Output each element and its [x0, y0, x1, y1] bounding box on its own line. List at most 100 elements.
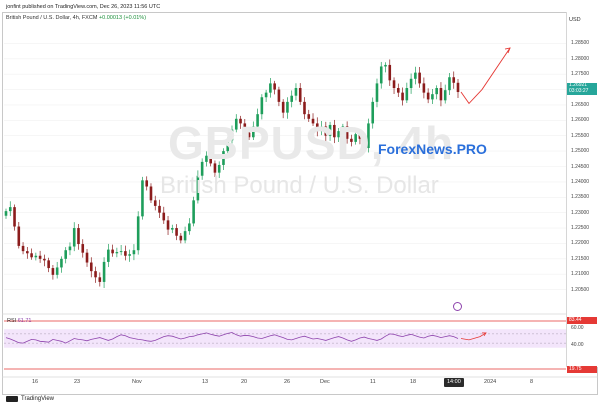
rsi-name: RSI: [7, 318, 17, 324]
candle-body: [26, 251, 29, 254]
time-tick-label: 16: [32, 379, 39, 385]
watermark-ticker: GBPUSD, 4h: [168, 117, 455, 169]
candle-body: [30, 253, 33, 258]
candle-body: [55, 267, 59, 275]
candle-body: [81, 244, 85, 253]
candle-body: [298, 88, 302, 102]
candle-body: [102, 261, 106, 282]
rsi-low-tag: 19.75: [567, 366, 597, 373]
time-tick-label: 13: [202, 379, 209, 385]
price-tick-label: 1.22500: [571, 225, 590, 232]
candle-body: [307, 114, 311, 119]
candle-body: [183, 231, 187, 241]
price-tick-label: 1.24500: [571, 163, 590, 170]
candle-body: [239, 118, 242, 124]
candle-body: [358, 134, 362, 139]
price-tick-label: 1.21000: [571, 271, 590, 278]
time-tick-label: 2024: [484, 379, 497, 385]
candle-body: [209, 155, 212, 164]
change-label: +0.00013 (+0.01%): [98, 15, 147, 21]
candle-body: [448, 77, 451, 91]
candle-body: [443, 90, 447, 101]
candle-body: [141, 180, 144, 217]
rsi-level-60: 60.00: [571, 325, 584, 331]
price-tick-label: 1.25500: [571, 132, 590, 139]
candle-body: [256, 114, 259, 127]
candle-body: [345, 126, 349, 139]
candle-body: [281, 101, 285, 113]
tradingview-logo-icon: [6, 396, 18, 402]
candle-body: [145, 180, 149, 187]
candle-body: [354, 134, 357, 142]
candle-body: [171, 228, 174, 230]
candle-body: [367, 123, 370, 149]
brand-logo-text: ForexNews.PRO: [378, 141, 487, 157]
candle-body: [115, 252, 119, 254]
candle-body: [384, 64, 387, 67]
candle-body: [439, 88, 443, 101]
candle-body: [320, 126, 323, 132]
candle-body: [89, 262, 93, 272]
candle-body: [43, 258, 46, 261]
candle-body: [294, 88, 298, 96]
candle-body: [350, 138, 353, 142]
candle-body: [260, 97, 264, 115]
time-tick-label: 18: [410, 379, 417, 385]
price-tick-label: 1.25000: [571, 148, 590, 155]
candle-body: [435, 88, 438, 95]
candle-body: [200, 161, 204, 176]
candle-body: [456, 82, 460, 93]
time-tick-label: Dec: [320, 379, 330, 385]
price-tick-label: 1.23000: [571, 209, 590, 216]
candle-body: [315, 123, 319, 132]
candle-body: [341, 126, 345, 132]
candle-body: [8, 207, 12, 212]
candle-body: [277, 89, 281, 102]
candle-body: [128, 254, 131, 256]
price-tick-label: 1.28000: [571, 55, 590, 62]
candle-body: [269, 83, 272, 93]
time-tick-label: Nov: [132, 379, 142, 385]
candle-body: [192, 200, 195, 224]
rsi-value: 61.71: [17, 318, 32, 324]
candle-body: [431, 94, 434, 100]
candle-body: [290, 95, 293, 102]
watermark-name: British Pound / U.S. Dollar: [160, 172, 439, 199]
candle-body: [166, 220, 170, 230]
candle-body: [401, 92, 404, 101]
candle-body: [379, 66, 383, 84]
candle-body: [188, 223, 191, 232]
candle-body: [72, 228, 76, 247]
rsi-high-tag: 83.44: [567, 317, 597, 324]
candle-body: [77, 228, 80, 245]
candle-body: [452, 77, 456, 83]
candle-body: [175, 228, 178, 236]
candle-body: [38, 255, 42, 259]
candle-body: [132, 250, 136, 255]
time-tick-label: 8: [530, 379, 534, 385]
candle-body: [243, 123, 247, 133]
price-tick-label: 1.24000: [571, 178, 590, 185]
price-tick-label: 1.26500: [571, 101, 590, 108]
candle-body: [418, 72, 421, 84]
price-tick-label: 1.26000: [571, 117, 590, 124]
price-axis[interactable]: [566, 12, 598, 367]
candle-body: [205, 155, 208, 162]
candle-body: [234, 118, 238, 130]
rsi-line: [5, 332, 459, 344]
candle-body: [392, 80, 396, 89]
rsi-level-40: 40.00: [571, 342, 584, 348]
clock-icon[interactable]: [453, 302, 462, 311]
candle-body: [409, 78, 413, 89]
price-tick-label: 1.22000: [571, 240, 590, 247]
candle-body: [153, 200, 157, 206]
candle-body: [388, 64, 392, 81]
candle-body: [47, 260, 50, 269]
time-tick-label: 11: [370, 379, 376, 385]
candle-body: [111, 249, 114, 254]
candle-body: [303, 101, 306, 115]
time-tick-label: 26: [284, 379, 291, 385]
candle-body: [252, 126, 255, 138]
crosshair-date-badge: 14:00: [444, 378, 464, 387]
